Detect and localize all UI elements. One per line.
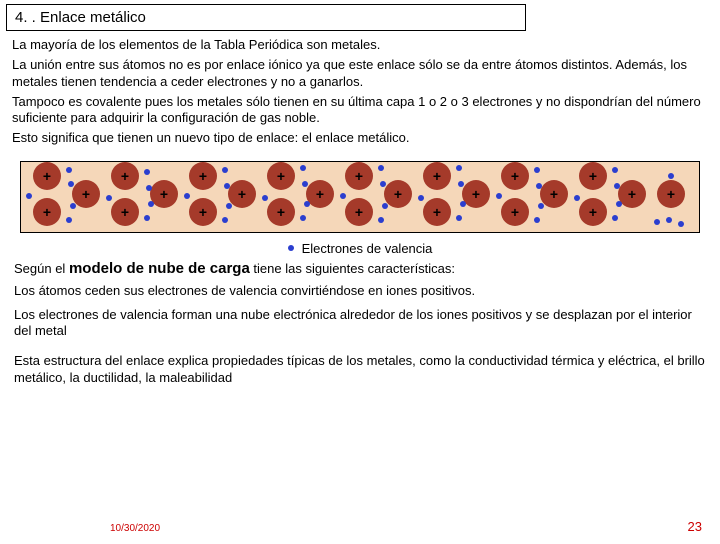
electron [262,195,268,201]
electron [456,215,462,221]
diagram-container: + + + + + + + + + + + + + + + + + + + + + + + + + [0,151,720,235]
electron [380,181,386,187]
ion: + [72,180,100,208]
ion: + [579,162,607,190]
intro-suffix: tiene las siguientes características: [250,261,455,276]
footer-page-number: 23 [688,519,702,534]
footer-date: 10/30/2020 [110,523,160,534]
ion: + [189,162,217,190]
legend-label: Electrones de valencia [302,241,433,256]
electron [300,215,306,221]
electron [538,203,544,209]
electron [378,217,384,223]
ion: + [228,180,256,208]
electron [418,195,424,201]
characteristic-2: Los electrones de valencia forman una nu… [0,307,720,340]
electron [668,173,674,179]
explanation-paragraph: Esta estructura del enlace explica propi… [0,353,720,386]
ion: + [384,180,412,208]
ion: + [618,180,646,208]
ion: + [306,180,334,208]
intro-bold: modelo de nube de carga [69,260,250,277]
electron [614,183,620,189]
ion: + [267,162,295,190]
electron [534,217,540,223]
paragraph-1: La mayoría de los elementos de la Tabla … [0,37,720,53]
electron [666,217,672,223]
electron [574,195,580,201]
electron [302,181,308,187]
ion: + [579,198,607,226]
electron [460,201,466,207]
electron-dot-icon [288,245,294,251]
ion: + [657,180,685,208]
ion: + [423,198,451,226]
ion: + [111,162,139,190]
characteristic-1: Los átomos ceden sus electrones de valen… [0,283,720,299]
ion: + [345,198,373,226]
electron [536,183,542,189]
paragraph-3: Tampoco es covalente pues los metales só… [0,94,720,127]
ion: + [501,198,529,226]
ion: + [189,198,217,226]
legend: Electrones de valencia [0,241,720,256]
electron [378,165,384,171]
characteristics-intro: Según el modelo de nube de carga tiene l… [0,260,720,277]
ion: + [267,198,295,226]
electron [678,221,684,227]
electron [222,217,228,223]
electron [616,201,622,207]
electron [224,183,230,189]
electron [304,201,310,207]
ion: + [462,180,490,208]
ion: + [150,180,178,208]
paragraph-2: La unión entre sus átomos no es por enla… [0,57,720,90]
electron [184,193,190,199]
metallic-bond-diagram: + + + + + + + + + + + + + + + + + + + + + + + + + [20,161,700,233]
electron [70,203,76,209]
section-title: 4. . Enlace metálico [6,4,526,31]
electron [654,219,660,225]
electron [66,217,72,223]
electron [148,201,154,207]
electron [68,181,74,187]
electron [612,215,618,221]
electron [300,165,306,171]
electron [144,215,150,221]
electron [612,167,618,173]
electron [382,203,388,209]
electron [26,193,32,199]
electron [222,167,228,173]
ion: + [423,162,451,190]
electron [458,181,464,187]
ion: + [111,198,139,226]
electron [66,167,72,173]
ion: + [33,162,61,190]
paragraph-4: Esto significa que tienen un nuevo tipo … [0,130,720,146]
electron [106,195,112,201]
ion: + [501,162,529,190]
intro-prefix: Según el [14,261,69,276]
ion: + [33,198,61,226]
electron [496,193,502,199]
electron [146,185,152,191]
electron [456,165,462,171]
electron [226,203,232,209]
electron [534,167,540,173]
ion: + [345,162,373,190]
electron [340,193,346,199]
electron [144,169,150,175]
ion: + [540,180,568,208]
